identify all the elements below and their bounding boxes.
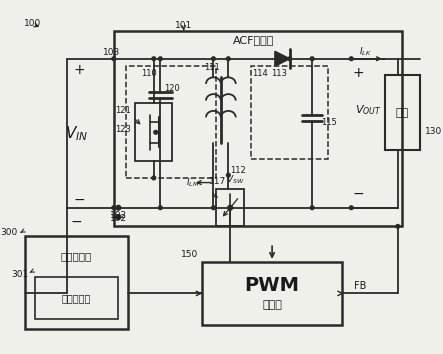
- Circle shape: [288, 57, 291, 61]
- Text: 114: 114: [252, 69, 268, 78]
- Bar: [202, 262, 342, 325]
- Bar: [251, 66, 328, 159]
- Text: 121: 121: [115, 107, 131, 115]
- Text: 301: 301: [12, 270, 29, 279]
- Circle shape: [112, 206, 116, 210]
- Bar: [216, 189, 244, 226]
- Text: FB: FB: [354, 281, 367, 291]
- Circle shape: [226, 173, 230, 177]
- Text: 123: 123: [115, 125, 131, 134]
- Text: $I_{LK}$: $I_{LK}$: [359, 45, 372, 58]
- Text: 103: 103: [103, 48, 120, 57]
- Text: +: +: [74, 63, 85, 77]
- Circle shape: [212, 57, 215, 61]
- Circle shape: [310, 206, 314, 210]
- Text: $V_{IN}$: $V_{IN}$: [65, 124, 88, 143]
- Circle shape: [159, 57, 162, 61]
- Bar: [126, 66, 216, 178]
- Circle shape: [212, 206, 215, 210]
- Text: 102: 102: [110, 211, 127, 220]
- Circle shape: [226, 57, 230, 61]
- Text: 112: 112: [230, 166, 245, 175]
- Circle shape: [154, 130, 158, 134]
- Text: −: −: [74, 193, 85, 207]
- Text: 频率控制器: 频率控制器: [61, 251, 92, 261]
- Text: −: −: [353, 187, 365, 201]
- Text: 102: 102: [110, 215, 127, 223]
- Text: $V_{SW}$: $V_{SW}$: [226, 173, 245, 186]
- Circle shape: [228, 205, 233, 210]
- Bar: [385, 75, 420, 150]
- Text: $I_{LM}$: $I_{LM}$: [186, 176, 200, 189]
- Polygon shape: [275, 51, 290, 66]
- Circle shape: [112, 57, 116, 61]
- Circle shape: [159, 206, 162, 210]
- Bar: [35, 276, 118, 320]
- Text: −: −: [71, 215, 82, 229]
- Bar: [25, 236, 128, 329]
- Text: $V_{OUT}$: $V_{OUT}$: [355, 103, 381, 117]
- Bar: [135, 103, 172, 161]
- Text: 117: 117: [209, 177, 226, 186]
- Circle shape: [116, 205, 121, 210]
- Text: 115: 115: [321, 118, 337, 126]
- Circle shape: [152, 57, 155, 61]
- Text: 113: 113: [271, 69, 287, 78]
- Text: 111: 111: [204, 63, 219, 72]
- Circle shape: [116, 215, 121, 219]
- Text: 110: 110: [141, 69, 157, 78]
- Bar: [114, 31, 403, 226]
- Text: ACF转换器: ACF转换器: [233, 35, 274, 45]
- Text: PWM: PWM: [245, 276, 299, 296]
- Text: 100: 100: [24, 19, 41, 28]
- Circle shape: [350, 57, 353, 61]
- Circle shape: [310, 57, 314, 61]
- Text: 300: 300: [0, 228, 18, 238]
- Circle shape: [350, 206, 353, 210]
- Text: 130: 130: [425, 127, 442, 136]
- Circle shape: [396, 224, 400, 228]
- Text: 101: 101: [175, 21, 192, 30]
- Circle shape: [152, 176, 155, 180]
- Text: 120: 120: [164, 84, 180, 93]
- Text: 150: 150: [181, 250, 198, 259]
- Text: 网位控制器: 网位控制器: [62, 293, 91, 303]
- Text: +: +: [353, 66, 365, 80]
- Text: 负载: 负载: [396, 108, 409, 118]
- Text: 控制器: 控制器: [262, 299, 282, 310]
- Circle shape: [228, 206, 232, 210]
